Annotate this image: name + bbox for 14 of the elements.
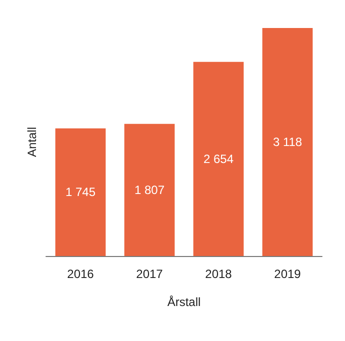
data-label: 2 654 bbox=[203, 152, 234, 166]
bar bbox=[124, 124, 175, 256]
y-axis-title: Antall bbox=[25, 126, 39, 158]
x-axis-title: Årstall bbox=[167, 295, 201, 309]
bar bbox=[262, 28, 313, 256]
x-tick-label: 2016 bbox=[67, 267, 94, 281]
x-tick-label: 2019 bbox=[274, 267, 302, 281]
data-label: 3 118 bbox=[272, 135, 302, 149]
data-label: 1 745 bbox=[65, 185, 96, 200]
bar bbox=[55, 128, 106, 256]
x-tick-label: 2018 bbox=[205, 267, 232, 281]
data-label: 1 807 bbox=[134, 182, 165, 197]
bar bbox=[193, 62, 244, 256]
x-tick-label: 2017 bbox=[136, 267, 164, 281]
